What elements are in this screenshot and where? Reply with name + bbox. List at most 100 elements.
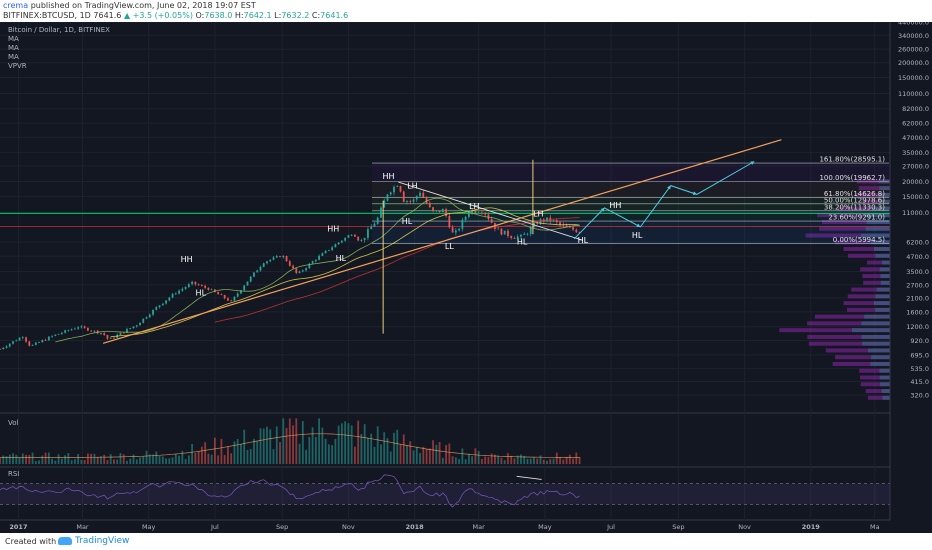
volume-bar: [529, 458, 532, 464]
vpvr-bar: [843, 301, 890, 306]
volume-bar: [393, 432, 395, 464]
fib-level-label: 50.00%(12978.6): [824, 196, 885, 204]
candle: [272, 257, 275, 260]
y-tick-label: 440000.0: [898, 22, 929, 27]
volume-bar: [373, 446, 376, 464]
vpvr-bar: [819, 226, 890, 231]
y-tick-label: 11000.0: [902, 209, 929, 217]
volume-bar: [113, 459, 115, 464]
candle: [396, 186, 399, 187]
candle: [126, 329, 128, 333]
candle: [5, 346, 8, 348]
volume-bar: [497, 455, 500, 464]
candle: [249, 276, 252, 282]
volume-bar: [266, 426, 268, 464]
volume-bar: [363, 424, 366, 464]
candle: [285, 255, 288, 262]
chart-svg: 161.80%(28595.1) 100.00%(19962.7) 61.80%(1…: [0, 22, 932, 533]
tradingview-brand[interactable]: TradingView: [58, 536, 129, 546]
fib-level-label: 100.00%(19962.7): [819, 174, 885, 182]
candle: [471, 210, 474, 213]
candle: [363, 237, 366, 241]
volume-bar: [311, 427, 314, 464]
candle: [87, 327, 89, 331]
candle: [350, 234, 353, 236]
x-tick-label: Ma: [870, 523, 880, 531]
candle: [240, 290, 242, 294]
candle: [70, 329, 73, 331]
volume-bar: [464, 459, 467, 464]
volume-bar: [220, 438, 223, 464]
volume-bar: [546, 460, 548, 464]
candle: [458, 228, 461, 231]
volume-bar: [536, 458, 539, 464]
volume-bar: [285, 427, 288, 464]
y-tick-label: 110000.0: [898, 90, 929, 98]
swing-label: LH: [469, 202, 479, 211]
candle: [148, 314, 151, 318]
volume-bar: [510, 455, 513, 464]
swing-label: HH: [327, 224, 339, 233]
vpvr-bar: [879, 267, 890, 272]
candle: [311, 261, 314, 264]
candle: [474, 210, 477, 213]
tradingview-logo-icon: [58, 536, 72, 545]
candle: [210, 289, 213, 291]
volume-bar: [204, 442, 207, 464]
swing-label: HL: [402, 217, 413, 226]
vpvr-bar: [882, 260, 890, 265]
y-tick-label: 695.0: [910, 351, 929, 359]
candle: [100, 333, 102, 334]
fib-level-label: 0.00%(5994.5): [833, 236, 885, 244]
candle: [132, 326, 135, 329]
candle: [83, 326, 86, 328]
swing-label: HH: [609, 201, 621, 210]
candle: [106, 334, 109, 339]
volume-bar: [301, 421, 304, 464]
x-tick-label: May: [538, 523, 552, 531]
candle: [200, 285, 203, 287]
volume-bar: [572, 458, 574, 464]
volume-bar: [236, 439, 239, 464]
candle: [230, 300, 233, 302]
legend-study[interactable]: VPVR: [8, 62, 27, 70]
candle: [415, 196, 418, 200]
candle: [513, 238, 516, 239]
vpvr-bar: [838, 206, 890, 211]
legend-study[interactable]: MA: [8, 44, 19, 52]
vpvr-bar: [860, 382, 890, 387]
y-tick-label: 62000.0: [902, 120, 929, 128]
candle: [184, 287, 187, 289]
candle: [54, 334, 57, 336]
candle: [256, 270, 259, 273]
vpvr-bar: [861, 199, 890, 204]
author-link[interactable]: crema: [3, 1, 29, 10]
candle: [253, 272, 255, 277]
x-tick-label: 2018: [406, 523, 425, 531]
vpvr-bar: [872, 206, 890, 211]
volume-bar: [256, 441, 259, 464]
vpvr-bar: [866, 260, 890, 265]
legend-study[interactable]: MA: [8, 53, 19, 61]
volume-bar: [31, 452, 34, 464]
volume-bar: [523, 455, 526, 464]
volume-bar: [174, 454, 177, 464]
legend-study[interactable]: MA: [8, 35, 19, 43]
candle: [500, 228, 503, 235]
volume-bar: [542, 459, 545, 464]
candle: [34, 342, 37, 345]
vpvr-bar: [821, 219, 890, 224]
candle: [171, 293, 174, 298]
symbol-label: BITFINEX:BTCUSD, 1D: [3, 11, 91, 20]
vpvr-bar: [860, 375, 890, 380]
volume-bar: [70, 460, 73, 464]
volume-bar: [490, 453, 493, 464]
y-tick-label: 2100.0: [906, 294, 929, 302]
volume-bar: [458, 459, 461, 464]
volume-bar: [197, 451, 200, 464]
volume-bar: [178, 455, 180, 464]
vpvr-bar: [875, 253, 890, 258]
candle: [145, 317, 148, 319]
candle: [288, 261, 291, 266]
volume-bar: [80, 459, 83, 464]
